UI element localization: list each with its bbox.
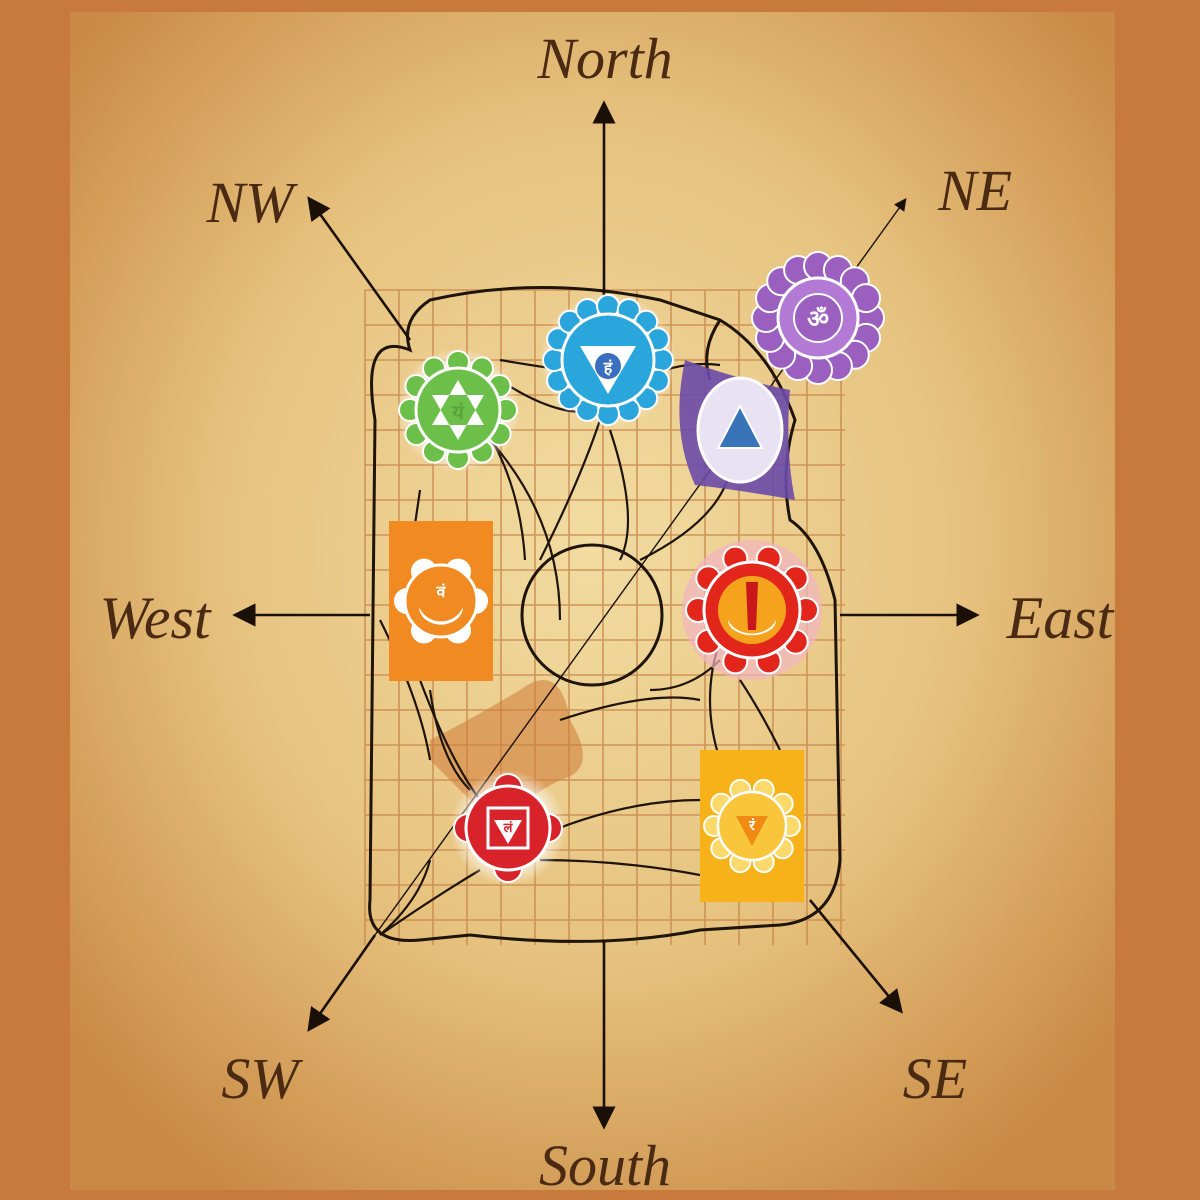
root-chakra-icon: लं bbox=[450, 770, 566, 886]
arrow-sw bbox=[307, 934, 377, 1032]
third-eye-chakra-icon bbox=[679, 360, 795, 500]
brahmasthan-circle bbox=[520, 543, 664, 687]
solar-plexus-chakra-symbol: रं bbox=[748, 818, 756, 834]
label-ne: NE bbox=[937, 158, 1012, 223]
solar-plexus-chakra-icon: रं bbox=[700, 750, 804, 902]
label-south: South bbox=[539, 1133, 671, 1198]
parchment-background bbox=[70, 12, 1115, 1190]
label-se: SE bbox=[903, 1046, 967, 1111]
label-east: East bbox=[1006, 585, 1115, 651]
heart-chakra-icon: यं bbox=[396, 348, 520, 472]
label-nw: NW bbox=[206, 170, 299, 235]
crown-chakra-icon: ॐ bbox=[751, 251, 885, 385]
throat-chakra-symbol: हं bbox=[603, 358, 614, 377]
fire-chakra-icon bbox=[682, 540, 822, 680]
direction-labels: North South East West NE NW SE SW bbox=[99, 26, 1114, 1198]
sacral-chakra-icon: वं bbox=[389, 521, 493, 681]
crown-chakra-symbol: ॐ bbox=[807, 305, 829, 333]
throat-chakra-icon: हं bbox=[540, 292, 676, 428]
root-chakra-symbol: लं bbox=[503, 820, 514, 836]
label-north: North bbox=[536, 26, 672, 91]
heart-chakra-symbol: यं bbox=[451, 400, 465, 424]
label-sw: SW bbox=[221, 1046, 303, 1111]
arrow-se bbox=[808, 899, 903, 1014]
arrow-nw bbox=[307, 196, 412, 341]
label-west: West bbox=[99, 585, 211, 651]
sacral-chakra-symbol: वं bbox=[436, 582, 447, 601]
